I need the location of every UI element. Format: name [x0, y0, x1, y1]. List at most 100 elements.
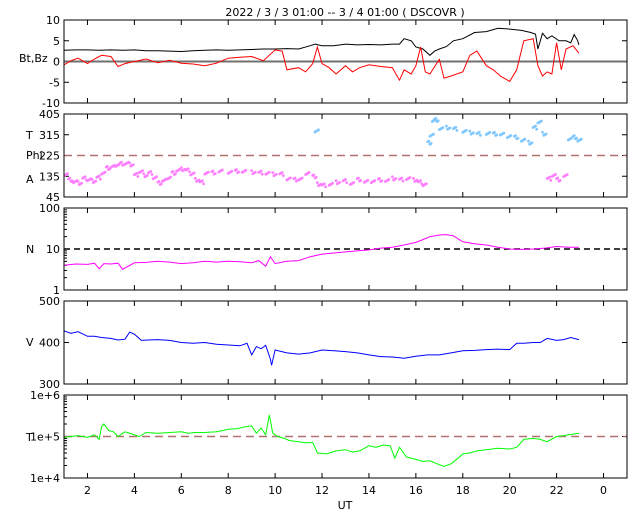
series-bz-line: [64, 38, 580, 83]
phi-point: [391, 175, 394, 179]
phi-point: [213, 172, 217, 175]
series-v-line: [64, 330, 580, 366]
phi-point: [141, 169, 144, 173]
phi-point: [530, 141, 534, 145]
phi-point: [527, 139, 530, 143]
phi-point: [136, 175, 140, 178]
phi-point: [280, 171, 284, 174]
phi-point: [260, 172, 264, 176]
phi-point: [471, 131, 475, 135]
y-tick-label: -5: [49, 76, 60, 89]
phi-point: [98, 177, 102, 181]
panel-label: V: [26, 336, 34, 349]
phi-point: [448, 126, 452, 130]
panel-label: T: [25, 129, 33, 142]
phi-point: [558, 179, 562, 182]
y-tick-label: 10: [46, 243, 60, 256]
phi-point: [477, 130, 481, 134]
phi-point: [201, 179, 204, 183]
phi-point: [186, 167, 190, 171]
phi-point: [171, 170, 175, 173]
panels: 1050-5-10Bt,Bz40531522513545TPhiA100101N…: [19, 14, 628, 497]
phi-point: [412, 176, 415, 180]
phi-point: [66, 172, 69, 175]
panel-label: Bt,Bz: [19, 52, 48, 65]
y-tick-label: 315: [39, 129, 60, 142]
phi-point: [387, 178, 391, 181]
x-tick-label: 2: [84, 484, 91, 497]
phi-point: [468, 129, 472, 133]
phi-point: [259, 169, 263, 173]
phi-point: [345, 181, 349, 184]
x-tick-label: 10: [268, 484, 282, 497]
phi-point: [432, 132, 435, 136]
panel-frame: [63, 300, 628, 385]
phi-point: [488, 131, 492, 134]
phi-point: [455, 128, 459, 132]
series-bt-line: [64, 27, 580, 56]
phi-point: [300, 176, 304, 180]
phi-point: [534, 124, 537, 128]
phi-point: [322, 182, 326, 186]
phi-point: [169, 175, 173, 179]
panel-frame: [63, 207, 628, 291]
panel-label: T: [25, 431, 33, 444]
series-n-line: [64, 234, 579, 270]
phi-point: [317, 128, 320, 132]
phi-point: [541, 130, 544, 134]
phi-point: [554, 173, 557, 176]
phi-point: [235, 168, 238, 171]
y-tick-label: 225: [39, 150, 60, 163]
y-tick-label: 10: [46, 14, 60, 27]
phi-point: [128, 161, 132, 165]
phi-point: [281, 174, 285, 178]
phi-point: [539, 119, 543, 123]
panel-bfield: 10 5 0 -5 -10 Bt,Bz: [19, 14, 628, 110]
phi-point: [97, 174, 101, 178]
phi-point: [83, 175, 87, 179]
phi-point: [502, 131, 506, 135]
panel-label: A: [26, 173, 34, 186]
series-t-line: [64, 414, 579, 467]
x-tick-label: 14: [362, 484, 376, 497]
x-tick-label: 16: [409, 484, 423, 497]
x-tick-label: 18: [456, 484, 470, 497]
phi-point: [419, 179, 422, 183]
phi-point: [408, 176, 412, 179]
phi-point: [274, 172, 278, 176]
phi-point: [192, 171, 196, 175]
phi-point: [105, 165, 109, 168]
panel-temperature: 1e+6 1e+5 1e+4 T 2 4 6 8 10 12 14 16 18 20 22 0: [25, 389, 628, 497]
x-axis-label: UT: [338, 499, 353, 512]
x-tick-label: 6: [178, 484, 185, 497]
phi-point: [516, 136, 520, 140]
phi-point: [188, 170, 191, 174]
phi-point: [378, 176, 381, 180]
y-tick-label: 135: [39, 170, 60, 183]
phi-point: [572, 134, 576, 138]
y-tick-label: 5: [53, 35, 60, 48]
phi-point: [155, 175, 159, 179]
phi-point: [434, 116, 438, 120]
phi-point: [293, 176, 297, 180]
phi-point: [338, 180, 342, 184]
phi-point: [556, 176, 560, 180]
phi-point: [425, 182, 428, 186]
phi-point: [380, 179, 384, 183]
panel-label: Phi: [26, 149, 43, 162]
phi-point: [444, 124, 448, 128]
panel-density: 100 10 1 N: [26, 202, 628, 297]
panel-frame: [63, 19, 628, 104]
phi-point: [145, 174, 149, 177]
phi-point: [334, 179, 338, 183]
panel-velocity: 500 400 300 V: [26, 295, 628, 391]
y-tick-label: 1e+4: [30, 472, 60, 485]
y-tick-label: 300: [39, 378, 60, 391]
phi-point: [157, 180, 161, 183]
phi-point: [427, 139, 431, 143]
series-phi: [64, 116, 583, 189]
phi-point: [193, 176, 197, 180]
phi-point: [179, 166, 183, 170]
phi-point: [314, 175, 318, 179]
